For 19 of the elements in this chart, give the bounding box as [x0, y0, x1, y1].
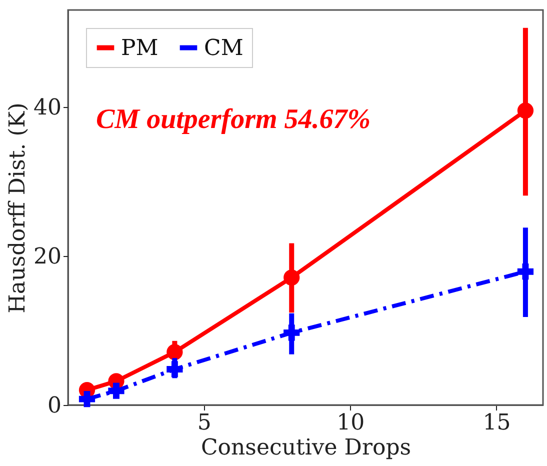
x-tick-label: 5 [197, 410, 212, 436]
x-axis-title: Consecutive Drops [200, 436, 412, 460]
point [517, 102, 534, 119]
y-tick-label: 40 [34, 95, 62, 120]
point [108, 382, 124, 399]
y-tick-label: 0 [48, 394, 62, 418]
point [166, 361, 183, 378]
x-tick-label: 10 [336, 410, 365, 436]
legend-label: PM [121, 36, 158, 61]
point [517, 264, 534, 280]
y-axis-title: Hausdorff Dist. (K) [6, 102, 31, 314]
x-tick-label: 15 [482, 410, 511, 436]
point [284, 324, 300, 341]
point [284, 270, 300, 286]
point [78, 390, 96, 408]
y-tick-label: 20 [34, 244, 62, 270]
annotation: CM outperform 54.67% [96, 104, 371, 135]
point [166, 344, 183, 360]
legend-label: CM [204, 36, 244, 61]
